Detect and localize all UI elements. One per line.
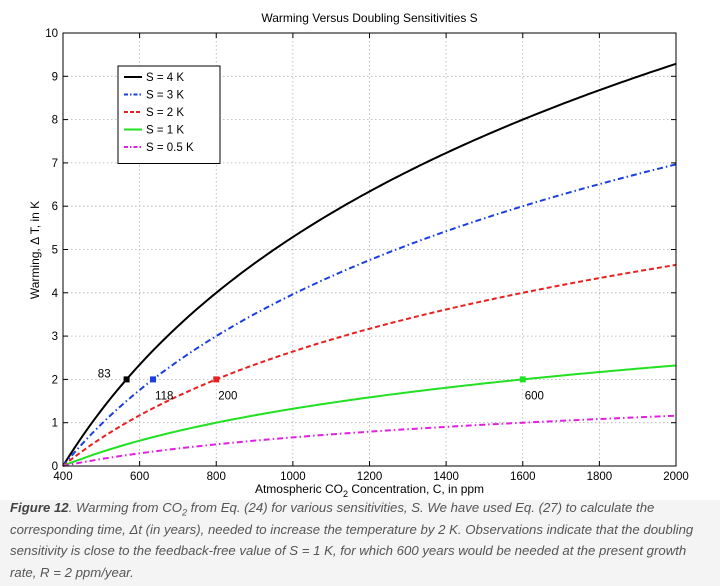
x-tick-label: 2000 bbox=[663, 471, 689, 483]
chart-background bbox=[0, 0, 720, 500]
y-tick-label: 6 bbox=[52, 201, 58, 213]
marker-point-2 bbox=[213, 376, 220, 383]
series-line-2 bbox=[62, 263, 677, 467]
x-tick-label: 400 bbox=[53, 471, 72, 483]
series-line-3 bbox=[62, 364, 677, 467]
x-tick-label: 1800 bbox=[587, 471, 613, 483]
caption-figure-label: Figure 12 bbox=[10, 500, 69, 515]
y-tick-label: 5 bbox=[52, 245, 58, 257]
caption-text-2: from Eq. (24) for various sensitivities,… bbox=[10, 500, 694, 580]
marker-point-1 bbox=[150, 376, 157, 383]
y-tick-label: 1 bbox=[52, 418, 58, 430]
y-tick-label: 8 bbox=[52, 115, 58, 127]
marker-point-3 bbox=[519, 376, 526, 383]
legend-label-4: S = 0.5 K bbox=[146, 142, 194, 154]
x-tick-label: 1200 bbox=[357, 471, 383, 483]
y-tick-label: 0 bbox=[52, 461, 58, 473]
legend-label-3: S = 1 K bbox=[146, 125, 184, 137]
chart-title: Warming Versus Doubling Sensitivities S bbox=[261, 11, 477, 25]
marker-point-0 bbox=[123, 376, 130, 383]
y-tick-label: 2 bbox=[52, 374, 58, 386]
caption-subscript: 2 bbox=[181, 507, 187, 518]
series-line-4 bbox=[62, 414, 677, 467]
marker-label-3: 600 bbox=[525, 390, 544, 402]
y-tick-label: 3 bbox=[52, 331, 58, 343]
y-tick-label: 4 bbox=[52, 288, 59, 300]
series-lines bbox=[62, 62, 677, 467]
x-tick-label: 1000 bbox=[280, 471, 306, 483]
legend: S = 4 K S = 3 K S = 2 K S = 1 K S = 0.5 K bbox=[117, 65, 221, 164]
x-tick-label: 800 bbox=[207, 471, 226, 483]
y-tick-label: 10 bbox=[45, 28, 58, 40]
marker-label-1: 118 bbox=[155, 390, 173, 402]
x-tick-label: 1400 bbox=[433, 471, 459, 483]
series-line-1 bbox=[62, 163, 677, 467]
x-tick-label: 600 bbox=[130, 471, 149, 483]
legend-label-2: S = 2 K bbox=[146, 107, 184, 119]
y-tick-label: 9 bbox=[52, 71, 58, 83]
y-axis-label: Warming, Δ T, in K bbox=[28, 201, 42, 299]
legend-label-1: S = 3 K bbox=[146, 90, 184, 102]
y-tick-label: 7 bbox=[52, 158, 58, 170]
caption-text-1: . Warming from CO bbox=[68, 500, 182, 515]
axis-ticks: 400 600 800 1000 1200 1400 1600 1800 2000 0 1 2 3 4 5 6… bbox=[45, 28, 689, 483]
x-tick-label: 1600 bbox=[510, 471, 536, 483]
markers: 83 118 200 600 bbox=[98, 368, 544, 402]
series-line-0 bbox=[62, 62, 677, 467]
marker-label-0: 83 bbox=[98, 368, 111, 380]
legend-label-0: S = 4 K bbox=[146, 72, 184, 84]
figure-caption: Figure 12. Warming from CO2 from Eq. (24… bbox=[10, 497, 715, 583]
marker-label-2: 200 bbox=[218, 390, 237, 402]
x-axis-label: Atmospheric CO2 Concentration, C, in ppm bbox=[255, 482, 484, 499]
